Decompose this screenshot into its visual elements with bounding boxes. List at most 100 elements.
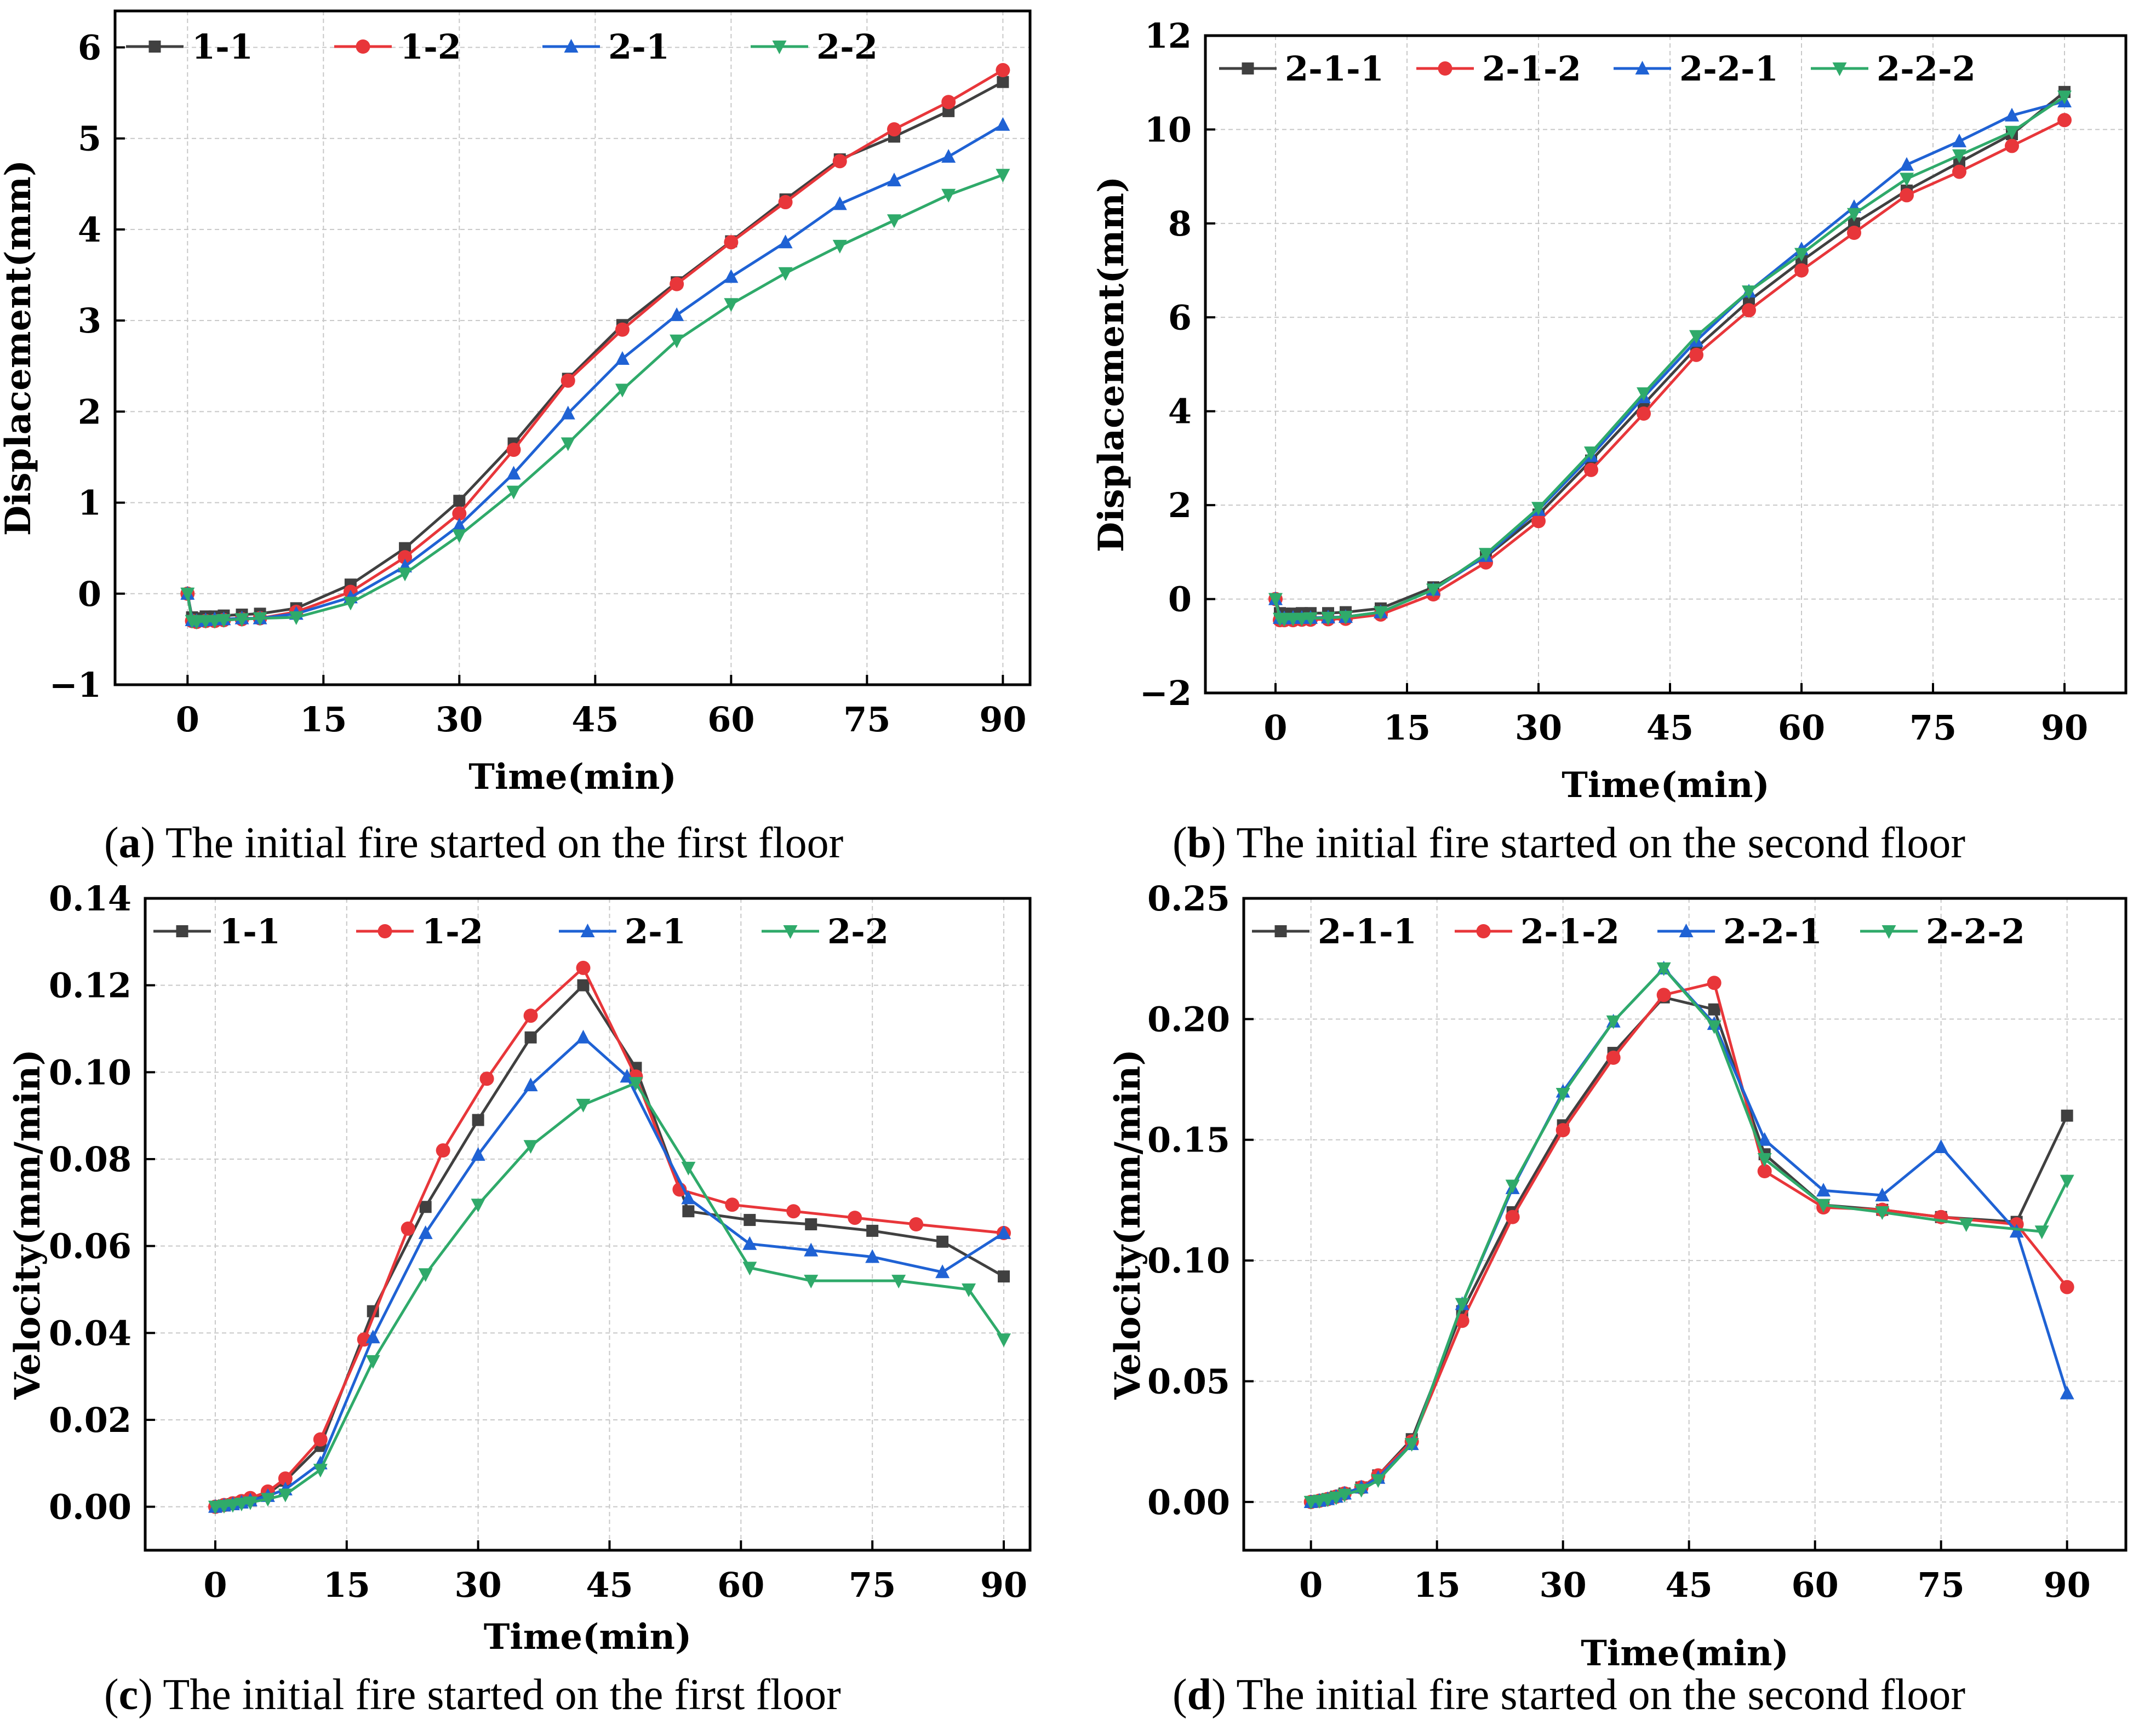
data-point [866,1224,879,1237]
y-tick-label: 0 [78,574,101,614]
y-tick-label: 0.20 [1147,999,1230,1039]
data-point [804,1275,819,1289]
series-2-2-2 [1268,90,2072,627]
legend-label: 1-1 [219,912,281,952]
x-axis-title: Time(min) [1562,765,1770,806]
x-tick-label: 75 [1918,1565,1965,1605]
data-point [742,1236,757,1250]
legend-marker [1242,62,1254,74]
panel-caption: (a) The initial fire started on the firs… [104,819,843,867]
x-tick-label: 30 [1515,708,1562,748]
data-point [260,1493,275,1507]
data-point [453,495,466,507]
data-point [887,122,901,137]
y-tick-label: 0 [1168,580,1192,620]
data-point [1794,248,1809,262]
data-point [1875,1188,1890,1202]
data-point [479,1071,494,1086]
series-2-2-2 [1303,962,2074,1510]
data-point [398,568,413,582]
legend-label: 2-1-2 [1482,49,1581,89]
y-tick-label: 0.12 [49,966,131,1006]
x-tick-label: 90 [2041,708,2088,748]
data-point [1757,1132,1772,1146]
data-point [576,1098,591,1113]
data-point [1900,173,1914,187]
data-point [1637,387,1651,402]
x-tick-label: 60 [1792,1565,1839,1605]
data-point [887,173,901,187]
panel-caption: (c) The initial fire started on the firs… [104,1671,841,1719]
legend-label: 1-1 [192,27,253,67]
legend-label: 2-1-2 [1520,912,1620,952]
x-tick-label: 30 [454,1565,501,1605]
series-2-1 [208,1029,1011,1513]
data-point [436,1143,450,1158]
legend-marker [1476,924,1491,938]
y-tick-label: 4 [1168,392,1192,432]
data-point [1952,149,1966,163]
data-point [1555,1123,1570,1138]
data-point [1531,514,1546,529]
data-point [1268,593,1283,607]
data-point [1742,303,1756,318]
legend-label: 2-2-2 [1877,49,1976,89]
y-tick-label: 2 [1168,485,1192,525]
data-point [670,334,684,348]
data-point [941,148,956,163]
data-point [1455,1298,1469,1312]
data-point [278,1471,293,1486]
x-axis-title: Time(min) [1581,1633,1789,1674]
x-tick-label: 15 [1414,1565,1461,1605]
data-point [1816,1199,1831,1213]
x-tick-label: 0 [1299,1565,1323,1605]
data-point [848,1211,862,1225]
data-point [941,95,956,110]
data-point [1656,962,1671,976]
data-point [1757,1153,1772,1167]
data-point [472,1114,484,1126]
data-point [832,154,847,169]
x-tick-label: 60 [1778,708,1825,748]
data-point [786,1204,801,1219]
data-point [1303,612,1318,626]
data-point [2057,113,2072,128]
data-point [996,169,1010,183]
legend-label: 1-2 [400,27,461,67]
y-tick-label: 0.15 [1147,1120,1230,1160]
data-point [891,1275,906,1289]
data-point [725,1197,740,1212]
data-point [1959,1218,1974,1232]
data-point [997,76,1009,88]
data-point [198,615,213,629]
x-tick-label: 0 [176,700,199,740]
data-point [941,188,956,203]
legend-marker [148,41,161,53]
legend-marker [1832,62,1847,76]
data-point [1689,347,1703,362]
y-tick-label: −2 [1140,673,1192,713]
data-point [832,239,847,254]
y-tick-label: 0.04 [49,1313,131,1353]
x-tick-label: 15 [323,1565,370,1605]
data-point [235,613,249,627]
panel-caption: (b) The initial fire started on the seco… [1173,819,1965,867]
data-point [471,1147,485,1161]
data-point [744,1214,756,1226]
series-line [186,173,1004,623]
data-point [452,529,467,543]
y-tick-label: 5 [78,119,101,159]
y-tick-label: 0.10 [1147,1241,1230,1281]
y-tick-label: 3 [78,301,101,341]
legend-marker [1679,924,1694,937]
legend: 1-1 1-2 2-1 2-2 [153,912,889,952]
data-point [1584,446,1598,461]
plot-frame [144,897,1032,1552]
data-point [506,485,521,500]
legend-label: 2-2-2 [1926,912,2025,952]
data-point [997,1225,1011,1239]
data-point [418,1268,433,1282]
data-point [936,1235,949,1248]
data-point [778,195,793,210]
